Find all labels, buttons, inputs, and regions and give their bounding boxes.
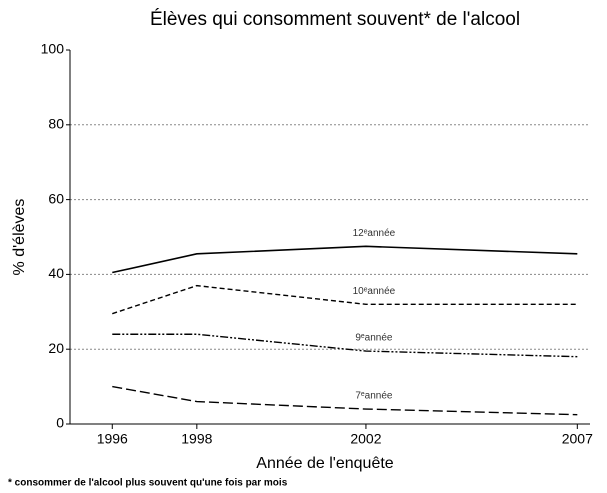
x-tick-label: 2002 [350, 431, 381, 447]
series-label: 10ᵉannée [353, 286, 396, 297]
x-tick-label: 2007 [562, 431, 593, 447]
series-line [112, 333, 578, 358]
x-axis-label: Année de l'enquête [256, 455, 394, 472]
y-tick-label: 100 [41, 41, 65, 57]
x-tick-label: 1996 [97, 431, 128, 447]
y-tick-label: 40 [48, 265, 64, 281]
chart-title: Élèves qui consomment souvent* de l'alco… [150, 9, 520, 30]
series-label: 9ᵉannée [355, 333, 393, 344]
y-tick-label: 0 [56, 415, 64, 431]
series-line [112, 245, 578, 274]
series-label: 12ᵉannée [353, 228, 396, 239]
footnote: * consommer de l'alcool plus souvent qu'… [8, 478, 288, 489]
y-tick-label: 20 [48, 340, 64, 356]
y-tick-label: 80 [48, 116, 64, 132]
series-label: 7ᵉannée [355, 391, 393, 402]
x-tick-label: 1998 [181, 431, 212, 447]
series-line [112, 385, 578, 416]
series-line [112, 284, 578, 315]
y-axis-label: % d'élèves [11, 199, 28, 276]
y-tick-label: 60 [48, 190, 64, 206]
